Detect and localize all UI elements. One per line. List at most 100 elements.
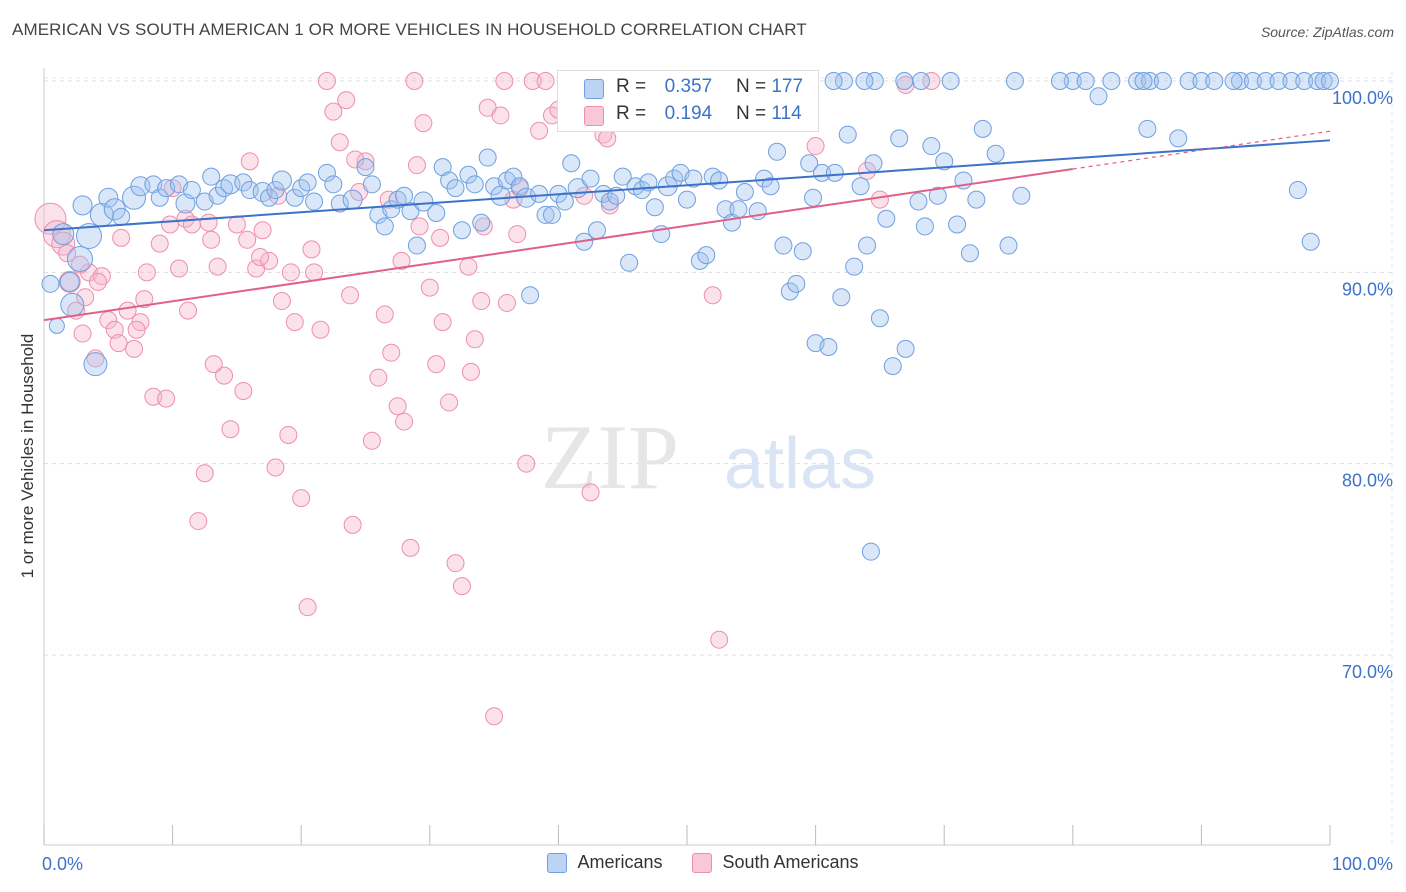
data-point bbox=[281, 263, 300, 282]
data-point bbox=[851, 177, 870, 196]
axes bbox=[43, 68, 1331, 846]
data-point bbox=[221, 420, 240, 439]
data-point bbox=[208, 257, 227, 276]
data-point bbox=[562, 154, 581, 173]
data-point bbox=[298, 173, 317, 192]
data-point bbox=[392, 251, 411, 270]
bottom-legend: Americans South Americans bbox=[0, 852, 1406, 873]
data-point bbox=[343, 515, 362, 534]
data-point bbox=[311, 320, 330, 339]
data-point bbox=[1256, 72, 1275, 90]
data-point bbox=[292, 489, 311, 508]
data-point bbox=[858, 161, 877, 180]
data-point bbox=[204, 355, 223, 374]
data-point bbox=[645, 198, 664, 217]
data-point bbox=[865, 72, 884, 90]
data-point bbox=[67, 245, 94, 272]
chart-title: AMERICAN VS SOUTH AMERICAN 1 OR MORE VEH… bbox=[12, 20, 807, 39]
data-point bbox=[485, 707, 504, 726]
r-label: R = bbox=[616, 103, 647, 124]
data-point bbox=[98, 187, 119, 208]
data-point bbox=[234, 381, 253, 400]
data-point bbox=[86, 349, 105, 368]
data-point bbox=[895, 72, 914, 90]
data-point bbox=[890, 129, 909, 148]
data-point bbox=[52, 223, 75, 246]
data-point bbox=[34, 202, 67, 235]
n-value: 114 bbox=[771, 103, 802, 124]
data-point bbox=[1282, 72, 1301, 90]
data-point bbox=[342, 189, 363, 210]
data-point bbox=[452, 577, 471, 596]
n-label: N = bbox=[735, 76, 767, 97]
watermark: ZIP atlas bbox=[541, 406, 876, 508]
data-point bbox=[89, 272, 108, 291]
data-point bbox=[915, 217, 934, 236]
data-point bbox=[1205, 72, 1224, 90]
data-point bbox=[870, 190, 889, 209]
data-point bbox=[150, 234, 169, 253]
data-point bbox=[1153, 72, 1172, 90]
data-point bbox=[135, 290, 154, 309]
data-point bbox=[864, 154, 883, 173]
data-point bbox=[999, 236, 1018, 255]
data-point bbox=[234, 173, 253, 192]
data-point bbox=[973, 119, 992, 138]
data-point bbox=[369, 368, 388, 387]
data-point bbox=[215, 179, 234, 198]
data-point bbox=[189, 512, 208, 531]
r-value: 0.194 bbox=[664, 103, 713, 124]
stats-row-south-americans: R = 0.194 N = 114 bbox=[584, 103, 802, 126]
data-point bbox=[1321, 72, 1339, 90]
data-point bbox=[341, 286, 360, 305]
data-point bbox=[941, 72, 960, 90]
data-point bbox=[459, 165, 478, 184]
data-point bbox=[1138, 119, 1157, 138]
data-point bbox=[1301, 232, 1320, 251]
data-point bbox=[161, 215, 180, 234]
data-point bbox=[508, 225, 527, 244]
data-point bbox=[620, 253, 639, 272]
data-point bbox=[1179, 72, 1198, 90]
data-point bbox=[76, 222, 103, 249]
data-point bbox=[870, 309, 889, 328]
legend-item-south-americans[interactable]: South Americans bbox=[692, 852, 859, 873]
data-point bbox=[800, 154, 819, 173]
data-point bbox=[215, 366, 234, 385]
data-point bbox=[877, 209, 896, 228]
legend-swatch-americans bbox=[547, 852, 568, 873]
data-point bbox=[179, 301, 198, 320]
trend-lines bbox=[43, 130, 1331, 322]
data-point bbox=[804, 188, 823, 207]
data-point bbox=[465, 330, 484, 349]
data-point bbox=[1269, 72, 1288, 90]
data-point bbox=[272, 292, 291, 311]
data-point bbox=[510, 177, 529, 196]
data-point bbox=[405, 72, 424, 90]
data-point bbox=[58, 244, 77, 263]
data-point bbox=[909, 192, 928, 211]
data-point bbox=[170, 259, 189, 278]
data-point bbox=[1050, 72, 1069, 90]
data-point bbox=[530, 184, 549, 203]
data-point bbox=[427, 355, 446, 374]
data-point bbox=[240, 152, 259, 171]
trend-line-south-americans bbox=[43, 168, 1073, 322]
data-point bbox=[542, 205, 561, 224]
data-point bbox=[1169, 129, 1188, 148]
data-point bbox=[555, 192, 574, 211]
data-point bbox=[607, 186, 626, 205]
data-point bbox=[440, 171, 459, 190]
data-point bbox=[825, 163, 844, 182]
data-point bbox=[761, 177, 780, 196]
data-point bbox=[521, 286, 540, 305]
source-label: Source: ZipAtlas.com bbox=[1260, 24, 1394, 40]
data-point bbox=[407, 156, 426, 175]
data-point bbox=[861, 542, 880, 561]
data-point bbox=[1192, 72, 1211, 90]
legend-item-americans[interactable]: Americans bbox=[547, 852, 662, 873]
data-point bbox=[362, 431, 381, 450]
n-label: N = bbox=[735, 103, 767, 124]
y-tick-label: 70.0% bbox=[1342, 662, 1393, 682]
